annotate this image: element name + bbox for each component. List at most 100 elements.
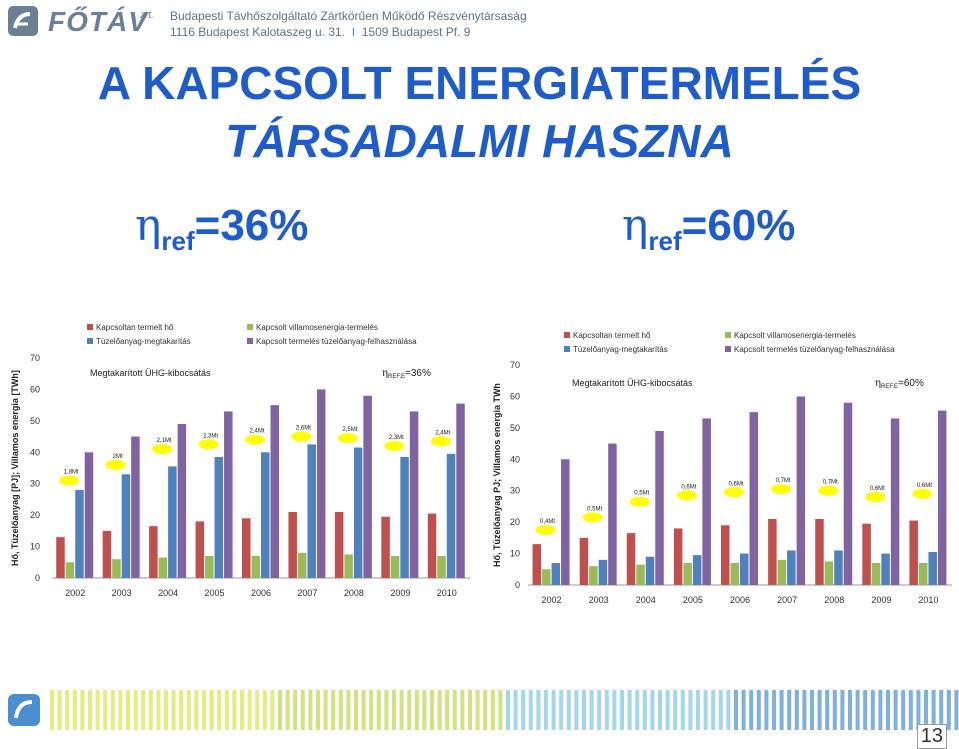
x-tick-label: 2010 bbox=[437, 588, 457, 598]
bar-green bbox=[344, 554, 353, 578]
legend-label: Kapcsolt termelés tüzelőanyag-felhasznál… bbox=[734, 345, 895, 354]
y-tick-label: 20 bbox=[30, 510, 40, 520]
savings-label: 0,7Mt bbox=[776, 478, 791, 484]
bar-green bbox=[730, 563, 739, 585]
footer-stripe bbox=[224, 690, 229, 730]
legend-swatch bbox=[87, 324, 93, 330]
savings-marker bbox=[105, 459, 126, 470]
footer-stripe bbox=[536, 690, 541, 730]
annotation-title: Megtakarított ÜHG-kibocsátás bbox=[572, 378, 693, 388]
company-name: Budapesti Távhőszolgáltató Zártkörűen Mű… bbox=[170, 9, 527, 23]
x-tick-label: 2008 bbox=[344, 588, 364, 598]
footer-stripe bbox=[650, 690, 655, 730]
savings-marker bbox=[535, 525, 556, 535]
x-tick-label: 2002 bbox=[65, 588, 85, 598]
bar-green bbox=[205, 556, 214, 578]
x-tick-label: 2003 bbox=[112, 588, 132, 598]
footer-stripe bbox=[445, 690, 450, 730]
y-tick-label: 20 bbox=[510, 517, 520, 527]
eta-symbol: η bbox=[135, 200, 162, 251]
footer-stripe bbox=[612, 690, 617, 730]
bar-purple bbox=[456, 403, 465, 578]
bar-red bbox=[381, 516, 390, 578]
bar-green bbox=[251, 556, 260, 578]
footer-stripe bbox=[764, 690, 769, 730]
y-tick-label: 40 bbox=[510, 454, 520, 464]
footer-stripe bbox=[354, 690, 358, 730]
x-tick-label: 2004 bbox=[636, 595, 656, 605]
bar-green bbox=[437, 556, 446, 578]
footer-stripe bbox=[574, 690, 579, 730]
company-address: 1116 Budapest Kalotaszeg u. 31. I 1509 B… bbox=[170, 25, 470, 39]
footer-stripe bbox=[817, 690, 822, 730]
footer-stripe bbox=[855, 690, 860, 730]
bar-purple bbox=[655, 431, 664, 585]
y-tick-label: 50 bbox=[30, 416, 40, 426]
y-axis-label: Hő, Tüzelőanyag PJ; Villamos energia TWh bbox=[492, 383, 502, 567]
footer-stripe bbox=[217, 690, 222, 730]
bar-red bbox=[768, 519, 777, 585]
footer-stripe bbox=[772, 690, 776, 730]
savings-label: 2Mt bbox=[113, 454, 123, 460]
page-title-line2: TÁRSADALMI HASZNA bbox=[225, 115, 734, 167]
footer-stripe bbox=[810, 690, 814, 730]
bar-red bbox=[862, 523, 871, 585]
footer-stripe bbox=[566, 690, 571, 730]
footer-stripe bbox=[513, 690, 518, 730]
bar-blue bbox=[551, 563, 561, 585]
annotation-title: Megtakarított ÜHG-kibocsátás bbox=[90, 368, 211, 378]
footer-stripe bbox=[338, 690, 343, 730]
footer-stripe bbox=[863, 690, 868, 730]
footer-stripe bbox=[870, 690, 875, 730]
address-street: 1116 Budapest Kalotaszeg u. 31. bbox=[170, 25, 346, 39]
eta-ref-label: ηREF,E=36% bbox=[382, 368, 431, 380]
footer-stripe bbox=[946, 690, 951, 730]
y-tick-label: 10 bbox=[30, 542, 40, 552]
footer-stripes bbox=[50, 690, 959, 730]
eta-ref-left: ηref=36% bbox=[135, 200, 308, 256]
legend-label: Kapcsoltan termelt hő bbox=[573, 331, 651, 340]
eta-symbol: η bbox=[622, 200, 649, 251]
footer-stripe bbox=[194, 690, 199, 730]
footer-stripe bbox=[840, 690, 845, 730]
bar-green bbox=[297, 552, 307, 578]
bar-blue bbox=[168, 466, 177, 578]
savings-label: 2,3Mt bbox=[389, 435, 404, 441]
footer-stripe bbox=[278, 690, 282, 730]
bar-red bbox=[288, 512, 297, 578]
bar-red bbox=[334, 512, 344, 578]
footer-stripe bbox=[832, 690, 837, 730]
footer-stripe bbox=[141, 690, 146, 730]
footer-stripe bbox=[544, 690, 548, 730]
savings-label: 0,4Mt bbox=[540, 519, 555, 525]
savings-marker bbox=[818, 485, 839, 496]
savings-marker bbox=[245, 434, 265, 445]
legend-label: Tüzelőanyag-megtakarítás bbox=[96, 337, 191, 346]
bar-purple bbox=[409, 411, 419, 578]
x-tick-label: 2006 bbox=[251, 588, 271, 598]
footer-stripe bbox=[627, 690, 632, 730]
footer-stripe bbox=[437, 690, 442, 730]
footer-stripe bbox=[848, 690, 852, 730]
legend-label: Tüzelőanyag-megtakarítás bbox=[573, 345, 668, 354]
footer-stripe bbox=[939, 690, 944, 730]
page-header: FŐTÁV zrt. Budapesti Távhőszolgáltató Zá… bbox=[0, 0, 959, 44]
footer-stripe bbox=[802, 690, 807, 730]
bar-green bbox=[918, 563, 928, 585]
y-tick-label: 10 bbox=[510, 549, 520, 559]
bar-purple bbox=[608, 443, 617, 585]
footer-stripe bbox=[635, 690, 640, 730]
bar-purple bbox=[84, 452, 94, 578]
footer-stripe bbox=[931, 690, 936, 730]
footer-stripe bbox=[148, 690, 153, 730]
bar-green bbox=[589, 566, 598, 585]
footer-stripe bbox=[604, 690, 609, 730]
bar-green bbox=[112, 559, 121, 578]
footer-stripe bbox=[323, 690, 328, 730]
footer-stripe bbox=[186, 690, 191, 730]
x-tick-label: 2008 bbox=[824, 595, 844, 605]
y-tick-label: 70 bbox=[510, 360, 520, 370]
eta-value: =60% bbox=[681, 201, 796, 250]
x-tick-label: 2007 bbox=[777, 595, 797, 605]
bar-blue bbox=[214, 457, 224, 578]
